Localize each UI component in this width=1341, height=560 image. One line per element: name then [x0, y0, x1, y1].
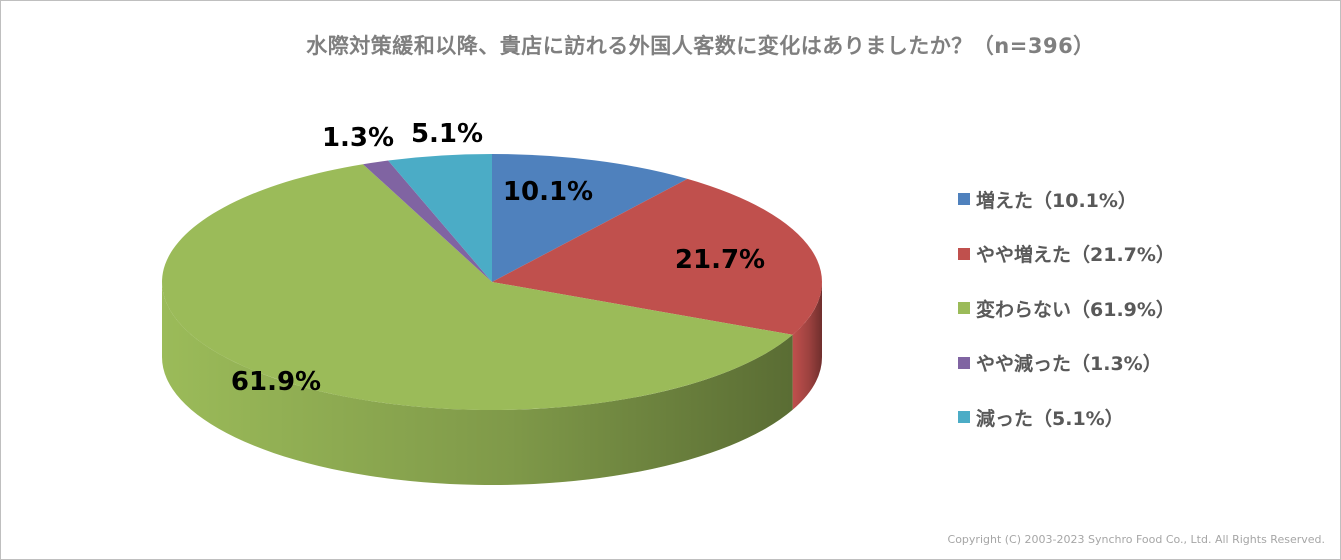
pie-data-label: 5.1% [411, 119, 483, 149]
legend-label: やや増えた（21.7%） [976, 244, 1175, 267]
pie-data-label: 10.1% [503, 177, 593, 207]
copyright-notice: Copyright (C) 2003-2023 Synchro Food Co.… [947, 533, 1325, 546]
pie-side-shade-2 [162, 282, 793, 486]
pie-data-label: 61.9% [231, 367, 321, 397]
legend-label: 減った（5.1%） [976, 407, 1124, 430]
pie-slice[interactable] [388, 153, 492, 282]
legend-item[interactable]: 増えた（10.1%） [958, 172, 1288, 227]
pie-data-label: 1.3% [322, 123, 394, 153]
legend-label: 増えた（10.1%） [976, 189, 1137, 212]
pie-slice[interactable] [162, 164, 793, 410]
pie-slice[interactable] [492, 178, 823, 335]
pie-slice[interactable] [362, 160, 492, 283]
pie-slice[interactable] [492, 154, 688, 282]
legend-item[interactable]: 変わらない（61.9%） [958, 281, 1288, 336]
pie-side-shade-1 [792, 282, 822, 410]
legend-swatch [958, 247, 970, 260]
legend-label: やや減った（1.3%） [976, 353, 1162, 376]
legend-swatch [958, 411, 970, 424]
pie-data-label: 21.7% [675, 245, 765, 275]
chart-title: 水際対策緩和以降、貴店に訪れる外国人客数に変化はありましたか？（n=396） [306, 34, 1095, 58]
legend-item[interactable]: 減った（5.1%） [958, 390, 1288, 445]
legend-label: 変わらない（61.9%） [976, 298, 1175, 321]
pie-data-labels: 10.1% 21.7% 61.9% 1.3% 5.1% [231, 119, 765, 397]
legend-item[interactable]: やや減った（1.3%） [958, 336, 1288, 391]
pie-top-faces [162, 153, 823, 410]
pie-side-walls [162, 282, 822, 486]
legend-swatch [958, 193, 970, 206]
legend: 増えた（10.1%） やや増えた（21.7%） 変わらない（61.9%） やや減… [958, 172, 1288, 445]
legend-swatch [958, 302, 970, 315]
legend-item[interactable]: やや増えた（21.7%） [958, 227, 1288, 282]
legend-swatch [958, 356, 970, 369]
